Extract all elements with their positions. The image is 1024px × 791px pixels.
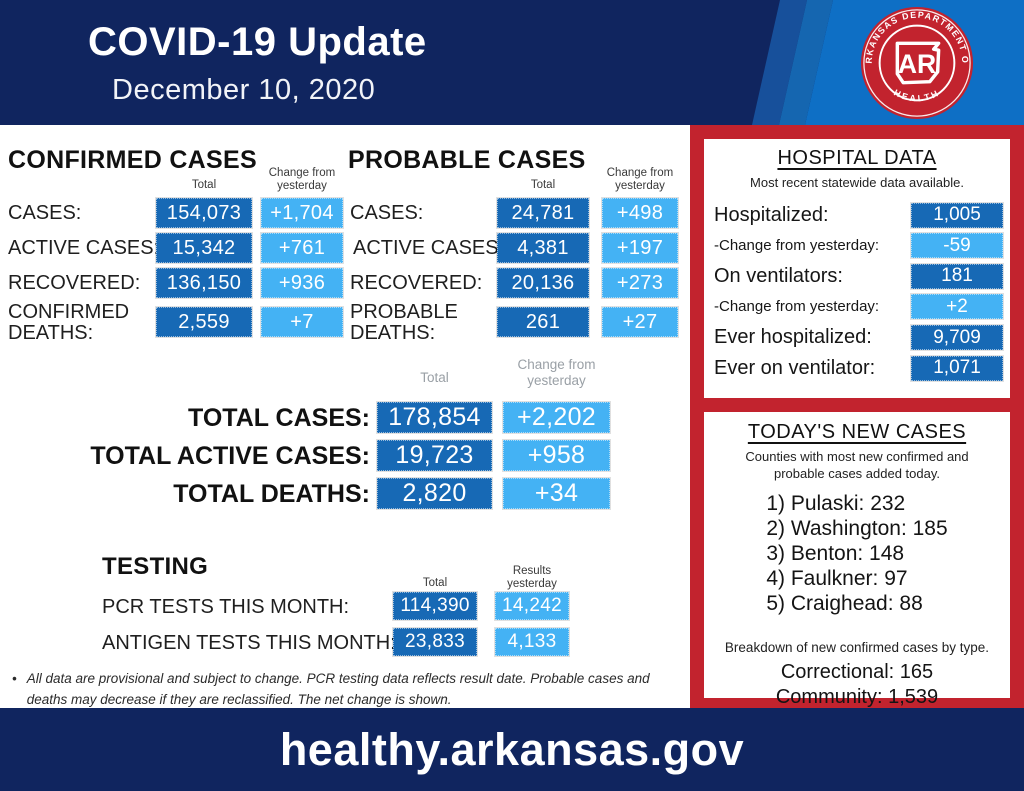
- change-value-box: 4,133: [495, 628, 569, 656]
- total-value-box: 154,073: [156, 198, 252, 228]
- change-value-box: +958: [503, 440, 610, 471]
- hospital-value-box: 9,709: [911, 325, 1003, 351]
- hospital-row-label: -Change from yesterday:: [714, 237, 880, 255]
- arkansas-state-shape-icon: [895, 41, 941, 85]
- hospital-row-label: Ever on ventilator:: [714, 356, 876, 379]
- probable-col-change: Change from yesterday: [606, 167, 674, 193]
- hospital-value-box: 181: [911, 263, 1003, 289]
- hospital-row: On ventilators: 181: [704, 261, 1010, 292]
- county-rank-item: 3) Benton: 148: [766, 541, 905, 565]
- breakdown-item: Community: 1,539: [775, 686, 939, 709]
- footer-url: healthy.arkansas.gov: [279, 723, 745, 775]
- change-value-box: +197: [602, 233, 678, 263]
- row-label: CASES:: [8, 202, 82, 224]
- testing-col-total: Total: [422, 577, 448, 589]
- total-value-box: 23,833: [393, 628, 477, 656]
- todays-new-cases-panel: TODAY'S NEW CASES Counties with most new…: [704, 412, 1010, 708]
- hospital-data-title: HOSPITAL DATA: [777, 147, 937, 169]
- total-value-box: 15,342: [156, 233, 252, 263]
- hospital-row-label: Ever hospitalized:: [714, 326, 872, 349]
- report-date: December 10, 2020: [112, 74, 376, 106]
- footnote-text: All data are provisional and subject to …: [26, 671, 650, 707]
- county-rank-item: 4) Faulkner: 97: [766, 566, 908, 590]
- hospital-value-box: 1,071: [911, 355, 1003, 381]
- confirmed-col-change: Change from yesterday: [268, 167, 336, 193]
- row-label: ACTIVE CASES:: [8, 237, 160, 259]
- total-value-box: 2,820: [377, 478, 492, 509]
- total-value-box: 24,781: [497, 198, 589, 228]
- total-value-box: 178,854: [377, 402, 492, 433]
- confirmed-cases-title: CONFIRMED CASES: [8, 146, 257, 174]
- change-value-box: +34: [503, 478, 610, 509]
- footer-bar: healthy.arkansas.gov: [0, 708, 1024, 791]
- total-value-box: 4,381: [497, 233, 589, 263]
- county-rank-item: 2) Washington: 185: [766, 516, 948, 540]
- row-label: PCR TESTS THIS MONTH:: [102, 596, 350, 618]
- row-label: ANTIGEN TESTS THIS MONTH:: [102, 632, 396, 654]
- footnote-bullet: •: [12, 671, 17, 686]
- row-label: TOTAL CASES:: [188, 404, 370, 432]
- total-value-box: 2,559: [156, 307, 252, 337]
- totals-col-total: Total: [420, 370, 449, 385]
- change-value-box: +2,202: [503, 402, 610, 433]
- hospital-value-box: -59: [911, 233, 1003, 259]
- change-value-box: +761: [261, 233, 343, 263]
- totals-col-change: Change from yesterday: [517, 357, 596, 388]
- change-value-box: +498: [602, 198, 678, 228]
- page-title: COVID-19 Update: [88, 20, 427, 64]
- testing-col-change: Results yesterday: [507, 565, 557, 591]
- probable-col-total: Total: [530, 179, 556, 191]
- total-value-box: 136,150: [156, 268, 252, 298]
- hospital-value-box: 1,005: [911, 202, 1003, 228]
- hospital-row: Hospitalized: 1,005: [704, 200, 1010, 231]
- hospital-row: Ever hospitalized: 9,709: [704, 322, 1010, 353]
- hospital-value-box: +2: [911, 294, 1003, 320]
- row-label: RECOVERED:: [8, 272, 141, 294]
- total-value-box: 261: [497, 307, 589, 337]
- change-value-box: +27: [602, 307, 678, 337]
- breakdown-title: Breakdown of new confirmed cases by type…: [724, 639, 990, 655]
- hospital-row-label: -Change from yesterday:: [714, 298, 880, 316]
- arkansas-department-of-health-seal-icon: · ARKANSAS DEPARTMENT OF · HEALTH AR: [858, 4, 974, 120]
- new-cases-subtitle: Counties with most new confirmed and pro…: [745, 449, 969, 481]
- hospital-row-label: Hospitalized:: [714, 203, 829, 226]
- new-cases-title: TODAY'S NEW CASES: [747, 421, 967, 443]
- disclaimer-footnote: • All data are provisional and subject t…: [12, 669, 680, 711]
- probable-cases-title: PROBABLE CASES: [348, 146, 586, 174]
- change-value-box: +936: [261, 268, 343, 298]
- hospital-row: -Change from yesterday: +2: [704, 292, 1010, 323]
- seal-monogram: AR: [898, 49, 936, 79]
- row-label: RECOVERED:: [350, 272, 483, 294]
- hospital-data-panel: HOSPITAL DATA Most recent statewide data…: [704, 139, 1010, 398]
- hospital-row-label: On ventilators:: [714, 264, 843, 287]
- row-label: PROBABLE DEATHS:: [350, 301, 458, 344]
- row-label: CASES:: [350, 202, 424, 224]
- row-label: TOTAL DEATHS:: [173, 480, 370, 508]
- total-value-box: 20,136: [497, 268, 589, 298]
- row-label: ACTIVE CASES:: [353, 237, 505, 259]
- county-rank-item: 5) Craighead: 88: [766, 591, 923, 615]
- change-value-box: +273: [602, 268, 678, 298]
- hospital-row: Ever on ventilator: 1,071: [704, 353, 1010, 384]
- change-value-box: 14,242: [495, 592, 569, 620]
- testing-title: TESTING: [102, 553, 209, 580]
- hospital-row: -Change from yesterday: -59: [704, 230, 1010, 261]
- breakdown-item: Correctional: 165: [780, 661, 934, 684]
- county-rank-item: 1) Pulaski: 232: [766, 491, 906, 515]
- change-value-box: +7: [261, 307, 343, 337]
- hospital-data-subtitle: Most recent statewide data available.: [750, 175, 964, 190]
- change-value-box: +1,704: [261, 198, 343, 228]
- total-value-box: 19,723: [377, 440, 492, 471]
- total-value-box: 114,390: [393, 592, 477, 620]
- row-label: CONFIRMED DEATHS:: [8, 301, 130, 344]
- confirmed-col-total: Total: [191, 179, 217, 191]
- row-label: TOTAL ACTIVE CASES:: [90, 442, 370, 470]
